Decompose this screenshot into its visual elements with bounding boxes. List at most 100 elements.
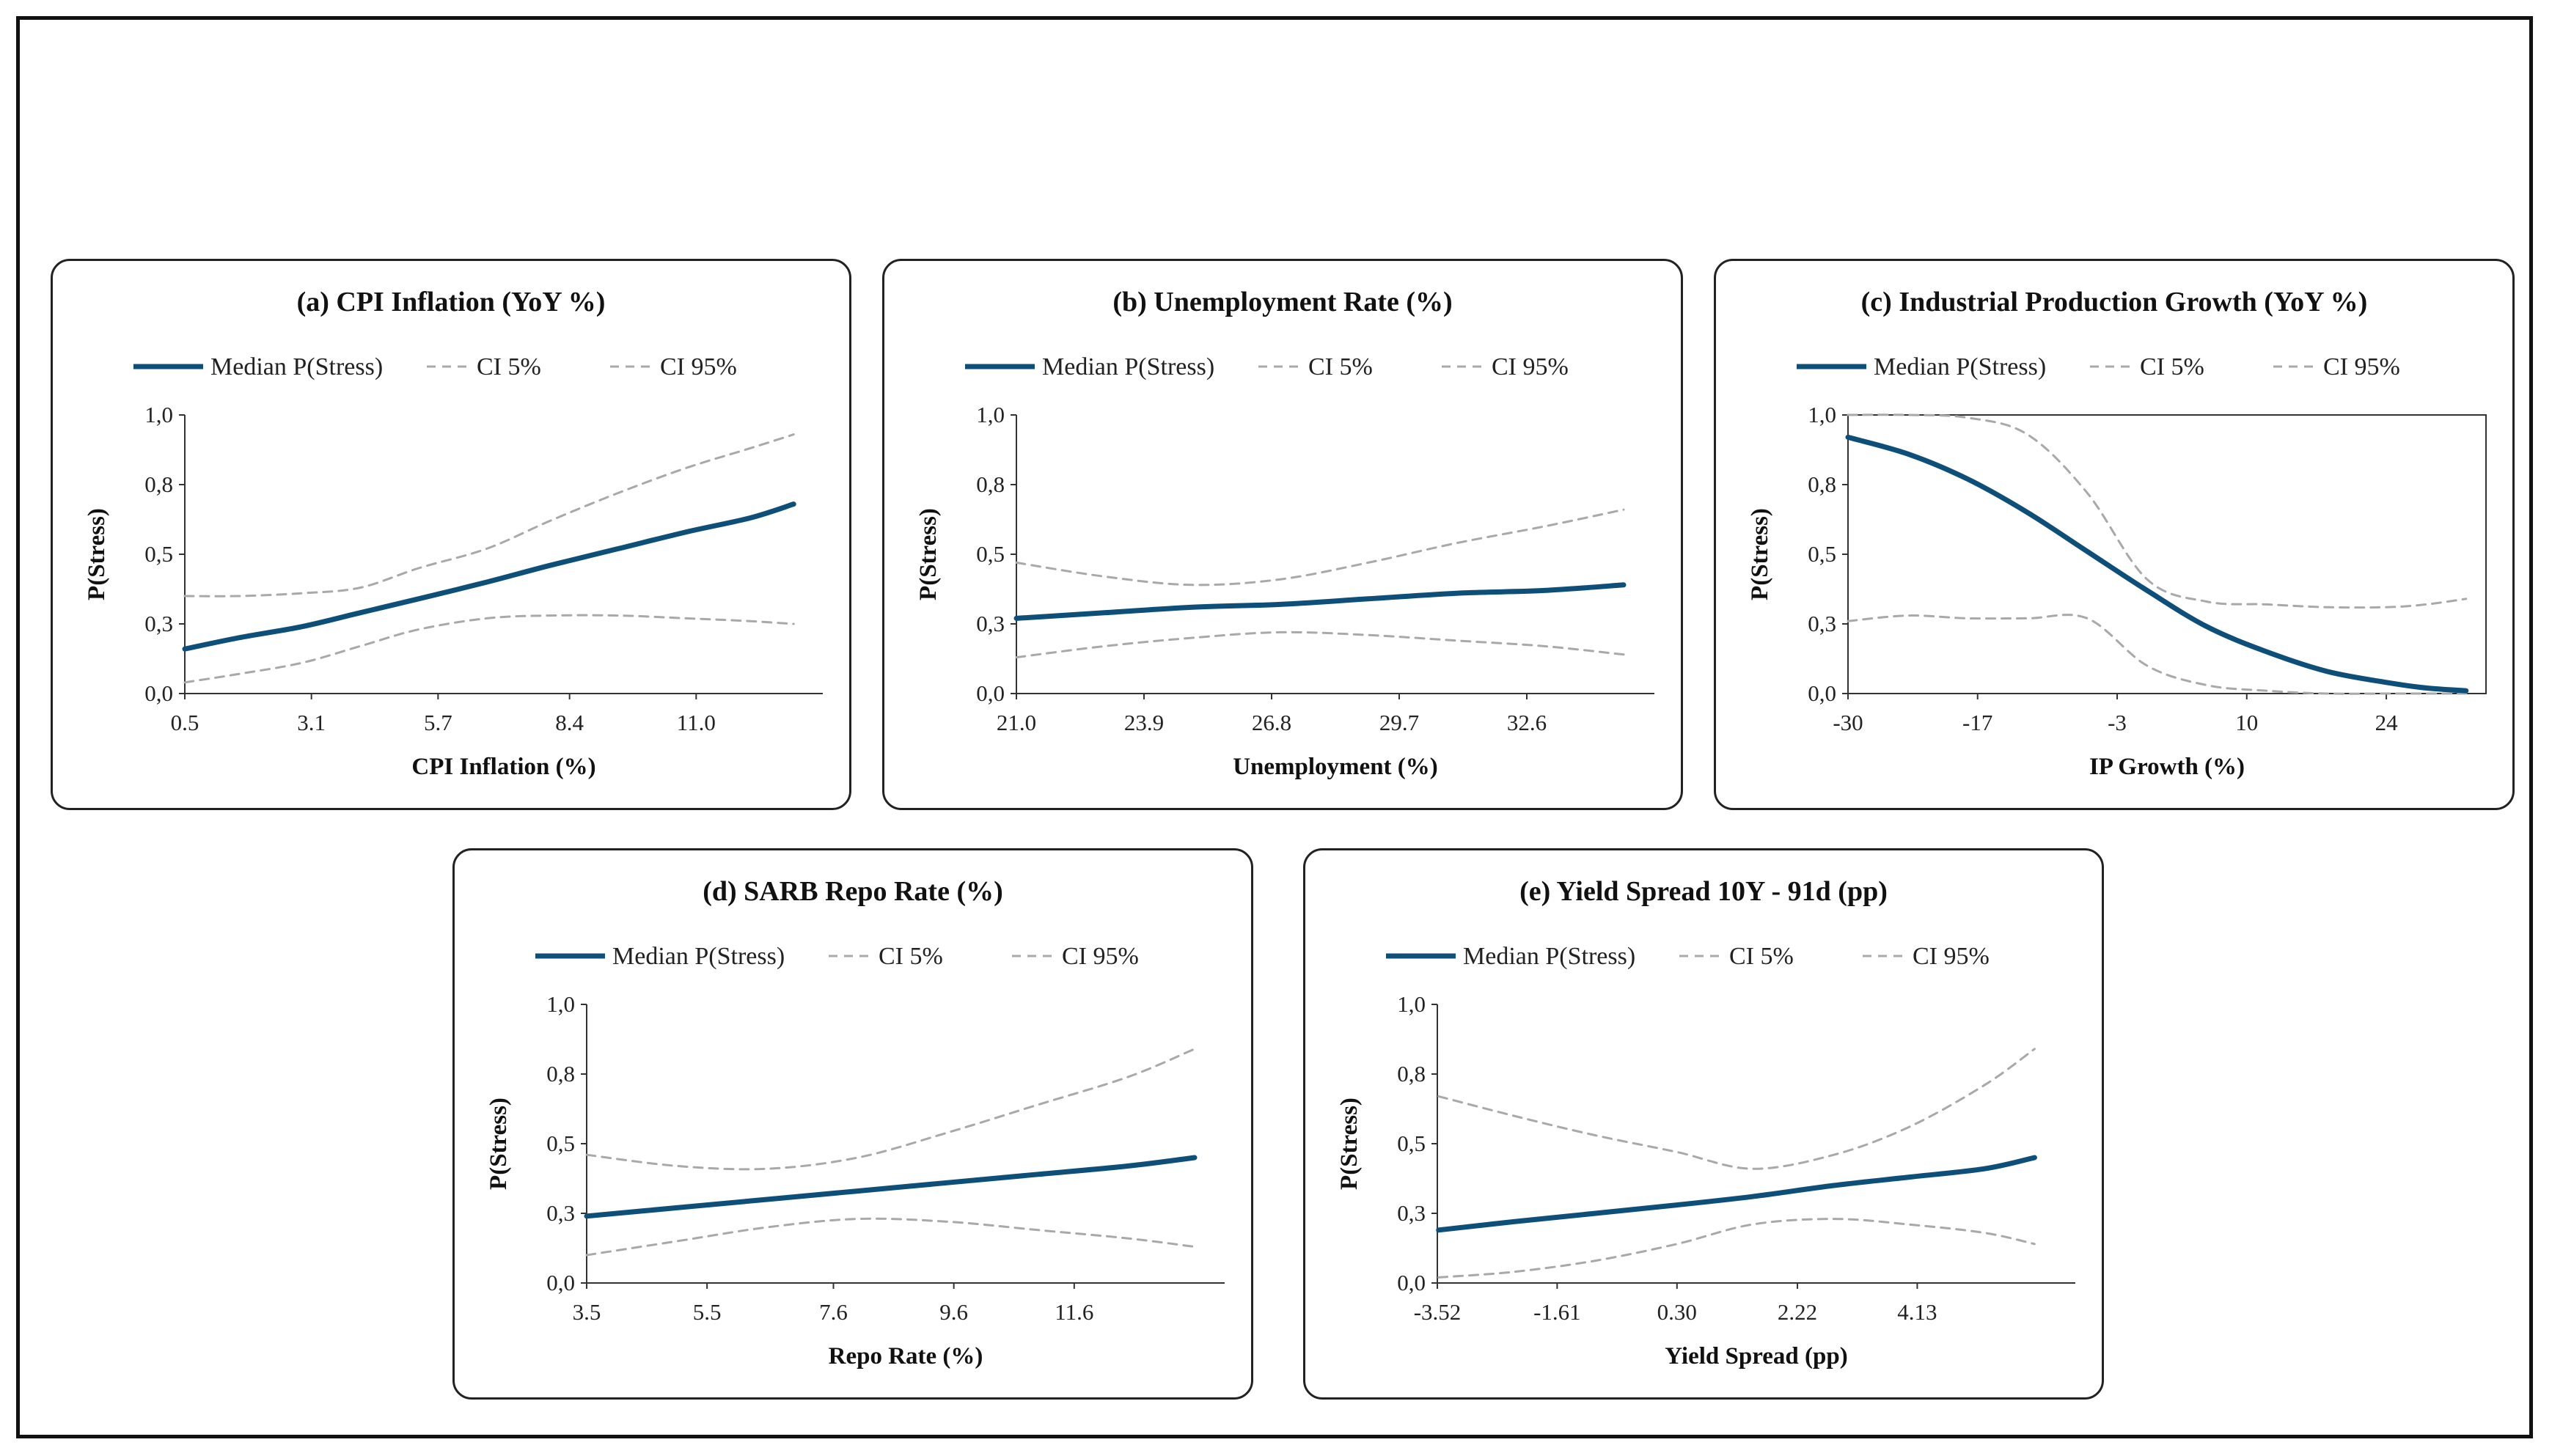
- x-tick-label: 4.13: [1897, 1299, 1937, 1325]
- series-line-ci-95: [183, 433, 795, 598]
- series-line-median: [182, 501, 796, 652]
- x-tick-label: 23.9: [1124, 710, 1164, 735]
- chart-svg: (e) Yield Spread 10Y - 91d (pp) Median P(…: [1336, 876, 2075, 1369]
- y-tick-label: 0,0: [546, 1270, 575, 1295]
- legend-label-ci5: CI 5%: [477, 353, 541, 380]
- x-tick-label: 8.4: [555, 710, 584, 735]
- x-tick-label: 10: [2235, 710, 2258, 735]
- x-axis-title: IP Growth (%): [2089, 754, 2245, 780]
- x-tick-label: 5.5: [693, 1299, 722, 1325]
- y-axis-title: P(Stress): [84, 508, 110, 600]
- x-axis-title: CPI Inflation (%): [411, 754, 595, 780]
- legend-label-ci5: CI 5%: [1308, 353, 1373, 380]
- y-axis-title: P(Stress): [485, 1097, 512, 1190]
- x-tick-label: 2.22: [1778, 1299, 1817, 1325]
- series-line-ci-5: [1847, 614, 2468, 695]
- x-tick-label: 7.6: [819, 1299, 848, 1325]
- plot-border: [1847, 414, 2487, 694]
- series-line-ci-5: [1015, 630, 1625, 659]
- chart-svg: (d) SARB Repo Rate (%) Median P(Stress) CI…: [485, 876, 1225, 1369]
- y-tick-label: 1,0: [546, 991, 575, 1017]
- x-tick-label: 26.8: [1252, 710, 1291, 735]
- x-tick-label: 11.6: [1055, 1299, 1093, 1325]
- chart-svg: (c) Industrial Production Growth (YoY %)…: [1747, 287, 2487, 780]
- x-tick-label: 3.5: [573, 1299, 601, 1325]
- y-tick-label: 0,5: [976, 541, 1005, 567]
- y-tick-label: 1,0: [976, 402, 1005, 427]
- x-tick-label: 32.6: [1507, 710, 1547, 735]
- chart-title: (b) Unemployment Rate (%): [1112, 287, 1452, 317]
- x-tick-label: 21.0: [997, 710, 1036, 735]
- series-line-ci-95: [1437, 1048, 2036, 1170]
- y-axis-title: P(Stress): [1336, 1097, 1363, 1190]
- series-line-ci-95: [1015, 508, 1625, 587]
- legend-label-ci95: CI 95%: [660, 353, 737, 380]
- x-tick-label: 29.7: [1379, 710, 1419, 735]
- legend-label-median: Median P(Stress): [612, 943, 785, 970]
- series-line-ci-5: [183, 614, 795, 684]
- legend-label-median: Median P(Stress): [210, 353, 383, 380]
- panel-ip-growth: (c) Industrial Production Growth (YoY %)…: [1714, 259, 2515, 810]
- x-tick-label: 9.6: [939, 1299, 968, 1325]
- legend-label-ci95: CI 95%: [1913, 943, 1990, 970]
- figure-frame: (a) CPI Inflation (YoY %) Median P(Stress…: [16, 16, 2533, 1438]
- y-axis-title: P(Stress): [1747, 508, 1773, 600]
- legend-label-median: Median P(Stress): [1463, 943, 1635, 970]
- y-tick-label: 0,3: [1808, 611, 1836, 636]
- y-tick-label: 0,3: [976, 611, 1005, 636]
- legend-label-ci95: CI 95%: [1492, 353, 1569, 380]
- y-tick-label: 1,0: [1808, 402, 1836, 427]
- series-line-ci-95: [1847, 413, 2468, 609]
- y-tick-label: 0,8: [1397, 1061, 1426, 1087]
- x-axis-title: Unemployment (%): [1233, 754, 1438, 780]
- legend-label-median: Median P(Stress): [1874, 353, 2046, 380]
- y-axis-title: P(Stress): [915, 508, 942, 600]
- series-line-ci-95: [585, 1048, 1196, 1171]
- legend-label-median: Median P(Stress): [1042, 353, 1214, 380]
- x-tick-label: 0.30: [1657, 1299, 1697, 1325]
- x-tick-label: -3: [2108, 710, 2127, 735]
- x-tick-label: 24: [2375, 710, 2399, 735]
- chart-svg: (a) CPI Inflation (YoY %) Median P(Stress…: [84, 287, 823, 780]
- panel-cpi-inflation: (a) CPI Inflation (YoY %) Median P(Stress…: [51, 259, 851, 810]
- x-tick-label: -17: [1962, 710, 1992, 735]
- series-line-median: [1013, 582, 1627, 621]
- y-tick-label: 0,5: [1397, 1130, 1426, 1156]
- x-tick-label: -30: [1833, 710, 1863, 735]
- chart-svg: (b) Unemployment Rate (%) Median P(Stress…: [915, 287, 1654, 780]
- legend-label-ci95: CI 95%: [1062, 943, 1139, 970]
- x-tick-label: 0.5: [171, 710, 199, 735]
- legend-label-ci5: CI 5%: [2140, 353, 2204, 380]
- series-line-ci-5: [1437, 1218, 2036, 1279]
- y-tick-label: 0,8: [144, 471, 173, 497]
- y-tick-label: 0,0: [144, 680, 173, 706]
- chart-title: (e) Yield Spread 10Y - 91d (pp): [1519, 876, 1888, 907]
- x-tick-label: -3.52: [1414, 1299, 1462, 1325]
- chart-title: (d) SARB Repo Rate (%): [703, 876, 1003, 907]
- series-line-median: [1436, 1155, 2037, 1233]
- chart-title: (c) Industrial Production Growth (YoY %): [1861, 287, 2368, 317]
- y-tick-label: 1,0: [1397, 991, 1426, 1017]
- panel-yield-spread: (e) Yield Spread 10Y - 91d (pp) Median P(…: [1303, 848, 2104, 1400]
- series-line-ci-5: [585, 1217, 1196, 1257]
- y-tick-label: 0,5: [546, 1130, 575, 1156]
- x-tick-label: 3.1: [297, 710, 326, 735]
- y-tick-label: 0,0: [1808, 680, 1836, 706]
- chart-title: (a) CPI Inflation (YoY %): [297, 287, 606, 317]
- y-tick-label: 0,5: [1808, 541, 1836, 567]
- y-tick-label: 0,8: [546, 1061, 575, 1087]
- x-axis-title: Yield Spread (pp): [1665, 1343, 1847, 1369]
- legend-label-ci5: CI 5%: [1729, 943, 1794, 970]
- x-axis-title: Repo Rate (%): [829, 1343, 983, 1369]
- legend-label-ci95: CI 95%: [2323, 353, 2400, 380]
- y-tick-label: 0,0: [1397, 1270, 1426, 1295]
- y-tick-label: 0,3: [1397, 1200, 1426, 1226]
- x-tick-label: -1.61: [1533, 1299, 1581, 1325]
- y-tick-label: 0,3: [144, 611, 173, 636]
- x-tick-label: 5.7: [424, 710, 452, 735]
- y-tick-label: 0,0: [976, 680, 1005, 706]
- y-tick-label: 0,5: [144, 541, 173, 567]
- panel-unemployment: (b) Unemployment Rate (%) Median P(Stress…: [882, 259, 1683, 810]
- panel-repo-rate: (d) SARB Repo Rate (%) Median P(Stress) CI…: [452, 848, 1253, 1400]
- y-tick-label: 0,8: [976, 471, 1005, 497]
